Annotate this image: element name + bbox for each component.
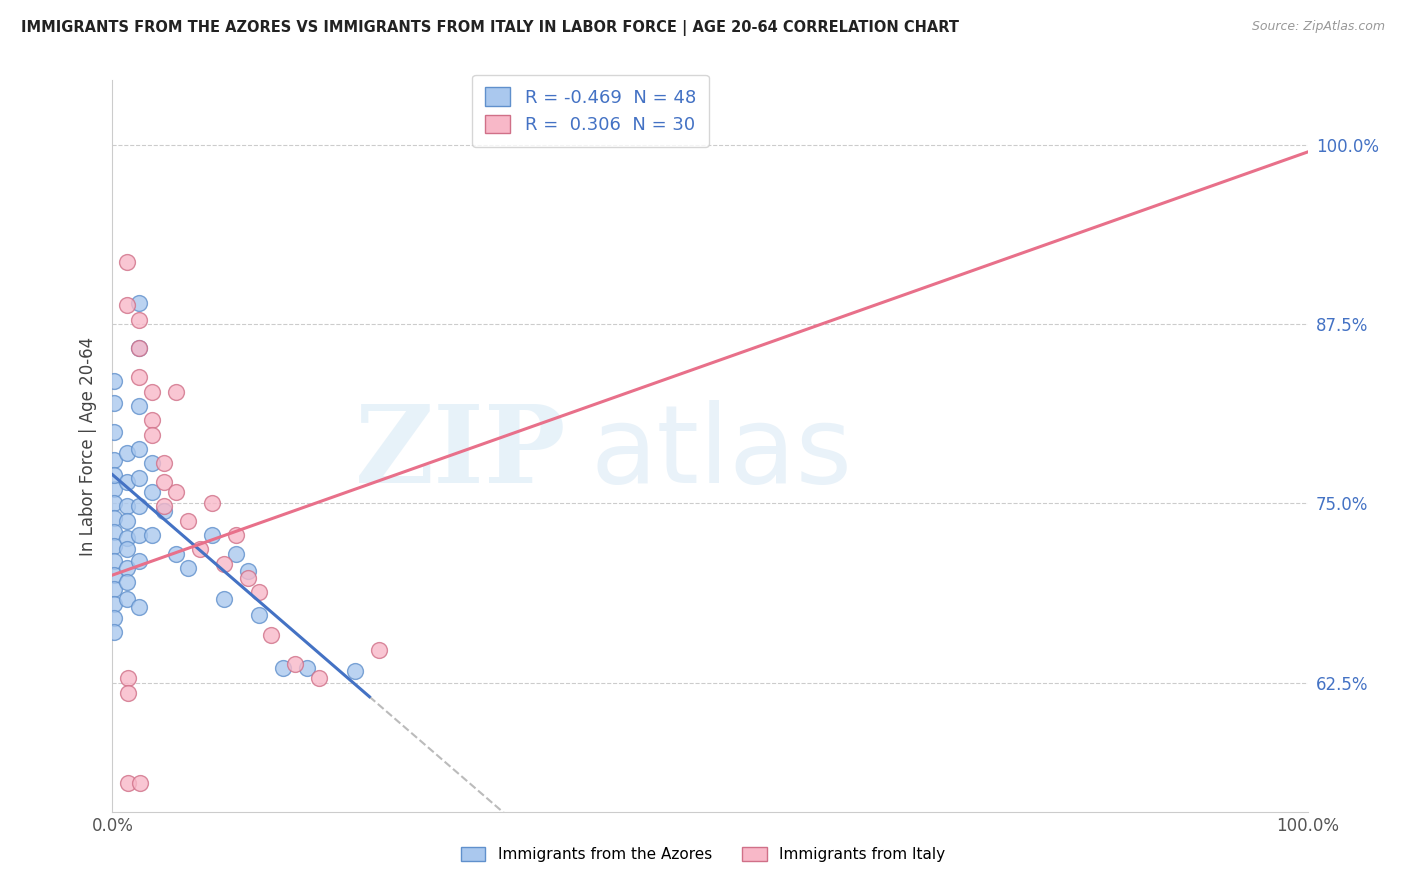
Text: atlas: atlas — [591, 401, 852, 507]
Point — [225, 547, 247, 561]
Point — [344, 664, 367, 678]
Point — [141, 384, 163, 399]
Point — [128, 399, 150, 413]
Point — [236, 571, 259, 585]
Point — [115, 298, 138, 312]
Point — [141, 456, 163, 470]
Point — [260, 628, 283, 642]
Point — [308, 671, 330, 685]
Point — [249, 585, 271, 599]
Point — [153, 503, 176, 517]
Point — [103, 396, 125, 410]
Point — [141, 413, 163, 427]
Point — [103, 375, 125, 389]
Text: Source: ZipAtlas.com: Source: ZipAtlas.com — [1251, 20, 1385, 33]
Point — [225, 528, 247, 542]
Point — [103, 611, 125, 625]
Point — [103, 425, 125, 439]
Point — [128, 554, 150, 568]
Point — [128, 342, 150, 356]
Point — [115, 500, 138, 514]
Point — [103, 453, 125, 467]
Point — [103, 510, 125, 524]
Point — [115, 446, 138, 460]
Point — [188, 542, 211, 557]
Text: ZIP: ZIP — [356, 401, 567, 507]
Point — [117, 671, 139, 685]
Point — [117, 686, 139, 700]
Point — [128, 295, 150, 310]
Point — [153, 475, 176, 489]
Point — [153, 500, 176, 514]
Point — [212, 592, 235, 607]
Point — [103, 625, 125, 640]
Point — [128, 500, 150, 514]
Point — [128, 313, 150, 327]
Point — [236, 564, 259, 578]
Point — [128, 342, 150, 356]
Point — [141, 528, 163, 542]
Point — [103, 582, 125, 597]
Point — [297, 661, 319, 675]
Point — [103, 540, 125, 554]
Point — [212, 557, 235, 571]
Point — [177, 561, 200, 575]
Legend: Immigrants from the Azores, Immigrants from Italy: Immigrants from the Azores, Immigrants f… — [454, 841, 952, 868]
Point — [128, 370, 150, 384]
Point — [141, 484, 163, 499]
Point — [115, 561, 138, 575]
Point — [165, 384, 187, 399]
Point — [128, 470, 150, 484]
Point — [103, 524, 125, 539]
Point — [115, 514, 138, 528]
Point — [249, 608, 271, 623]
Point — [115, 575, 138, 590]
Text: IMMIGRANTS FROM THE AZORES VS IMMIGRANTS FROM ITALY IN LABOR FORCE | AGE 20-64 C: IMMIGRANTS FROM THE AZORES VS IMMIGRANTS… — [21, 20, 959, 36]
Point — [201, 528, 224, 542]
Point — [117, 776, 139, 790]
Point — [141, 427, 163, 442]
Point — [115, 542, 138, 557]
Point — [115, 531, 138, 545]
Point — [103, 482, 125, 496]
Point — [177, 514, 200, 528]
Point — [165, 484, 187, 499]
Point — [128, 442, 150, 456]
Point — [115, 475, 138, 489]
Point — [368, 642, 391, 657]
Point — [153, 456, 176, 470]
Point — [103, 597, 125, 611]
Point — [103, 467, 125, 482]
Point — [128, 599, 150, 614]
Point — [103, 496, 125, 510]
Legend: R = -0.469  N = 48, R =  0.306  N = 30: R = -0.469 N = 48, R = 0.306 N = 30 — [472, 75, 709, 147]
Point — [273, 661, 295, 675]
Point — [129, 776, 152, 790]
Point — [128, 528, 150, 542]
Y-axis label: In Labor Force | Age 20-64: In Labor Force | Age 20-64 — [79, 336, 97, 556]
Point — [165, 547, 187, 561]
Point — [103, 554, 125, 568]
Point — [201, 496, 224, 510]
Point — [115, 592, 138, 607]
Point — [115, 255, 138, 269]
Point — [103, 568, 125, 582]
Point — [284, 657, 307, 671]
